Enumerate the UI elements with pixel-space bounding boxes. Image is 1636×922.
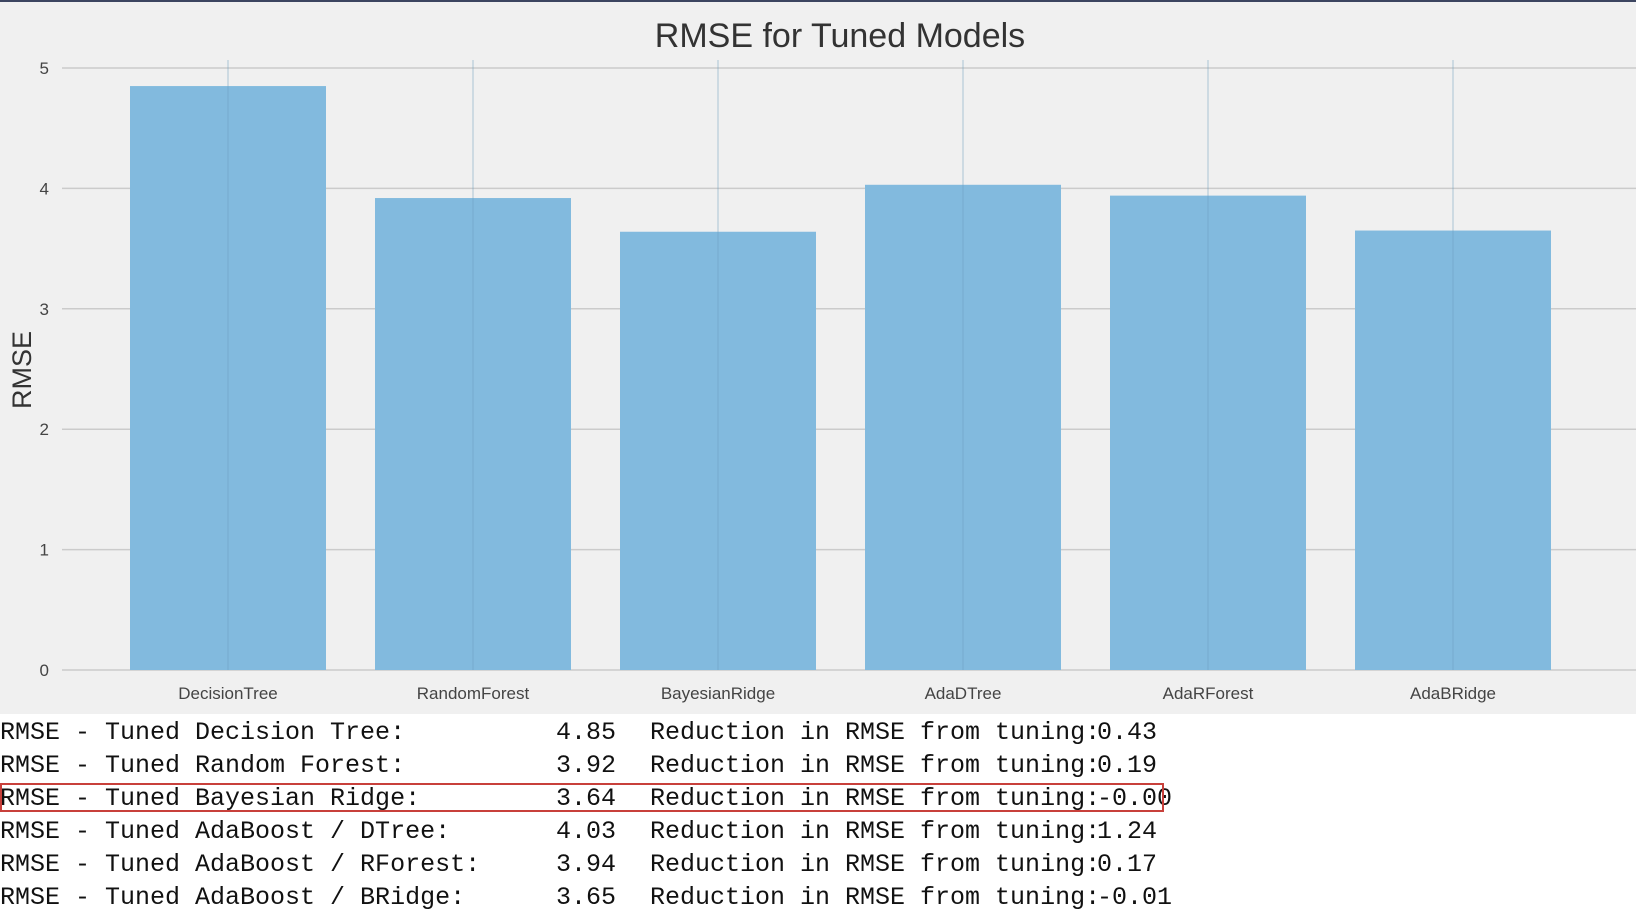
reduction-value: 0.43 [1097, 718, 1158, 747]
rmse-value: 4.85 [556, 718, 617, 747]
rmse-value: 3.94 [556, 850, 617, 879]
output-row: RMSE - Tuned Random Forest: 3.92 Reduction… [0, 749, 1636, 782]
bar-decisiontree [130, 86, 326, 670]
output-row: RMSE - Tuned AdaBoost / RForest: 3.94 Redu… [0, 848, 1636, 881]
x-tick-label: AdaBRidge [1410, 684, 1496, 703]
bar-bayesianridge [620, 231, 816, 670]
reduction-label: Reduction in RMSE from tuning: [650, 784, 1101, 813]
bar-adabridge [1355, 230, 1551, 671]
y-tick-label: 1 [40, 541, 49, 560]
reduction-value: 0.19 [1097, 751, 1158, 780]
rmse-bar-chart: 0 1 2 3 4 5 DecisionTree RandomForest BayesianR… [0, 2, 1636, 714]
y-tick-label: 5 [40, 59, 49, 78]
rmse-value: 3.92 [556, 751, 617, 780]
x-tick-label: DecisionTree [178, 684, 278, 703]
top-border [0, 0, 1636, 2]
vertical-grid [227, 60, 1454, 670]
output-row: RMSE - Tuned AdaBoost / DTree: 4.03 Reduct… [0, 815, 1636, 848]
console-output: RMSE - Tuned Decision Tree: 4.85 Reduction… [0, 716, 1636, 914]
model-rmse-label: RMSE - Tuned AdaBoost / DTree: [0, 817, 451, 846]
reduction-label: Reduction in RMSE from tuning: [650, 751, 1101, 780]
y-tick-label: 3 [40, 300, 49, 319]
reduction-value: 1.24 [1097, 817, 1158, 846]
bar-randomforest [375, 198, 571, 671]
bars [130, 86, 1551, 671]
y-tick-label: 4 [40, 179, 49, 198]
bar-adarforest [1110, 195, 1306, 670]
reduction-label: Reduction in RMSE from tuning: [650, 817, 1101, 846]
reduction-label: Reduction in RMSE from tuning: [650, 718, 1101, 747]
x-tick-label: RandomForest [417, 684, 530, 703]
y-tick-label: 2 [40, 420, 49, 439]
rmse-value: 3.64 [556, 784, 617, 813]
model-rmse-label: RMSE - Tuned AdaBoost / RForest: [0, 850, 481, 879]
model-rmse-label: RMSE - Tuned Decision Tree: [0, 718, 406, 747]
chart-title: RMSE for Tuned Models [655, 17, 1025, 55]
x-tick-label: AdaDTree [925, 684, 1002, 703]
y-tick-labels: 0 1 2 3 4 5 [40, 59, 49, 680]
reduction-label: Reduction in RMSE from tuning: [650, 883, 1101, 912]
rmse-value: 3.65 [556, 883, 617, 912]
y-tick-label: 0 [40, 661, 49, 680]
output-row: RMSE - Tuned Decision Tree: 4.85 Reduction… [0, 716, 1636, 749]
reduction-value: -0.01 [1097, 883, 1173, 912]
rmse-value: 4.03 [556, 817, 617, 846]
x-tick-label: AdaRForest [1163, 684, 1254, 703]
x-tick-labels: DecisionTree RandomForest BayesianRidge Ada… [178, 684, 1496, 703]
model-rmse-label: RMSE - Tuned Random Forest: [0, 751, 406, 780]
x-tick-label: BayesianRidge [661, 684, 775, 703]
y-axis-label: RMSE [7, 331, 37, 409]
output-row: RMSE - Tuned Bayesian Ridge: 3.64 Reductio… [0, 782, 1636, 815]
reduction-label: Reduction in RMSE from tuning: [650, 850, 1101, 879]
model-rmse-label: RMSE - Tuned AdaBoost / BRidge: [0, 883, 466, 912]
reduction-value: 0.17 [1097, 850, 1158, 879]
bar-adadtree [865, 184, 1061, 670]
model-rmse-label: RMSE - Tuned Bayesian Ridge: [0, 784, 421, 813]
output-row: RMSE - Tuned AdaBoost / BRidge: 3.65 Reduc… [0, 881, 1636, 914]
reduction-value: -0.00 [1097, 784, 1173, 813]
